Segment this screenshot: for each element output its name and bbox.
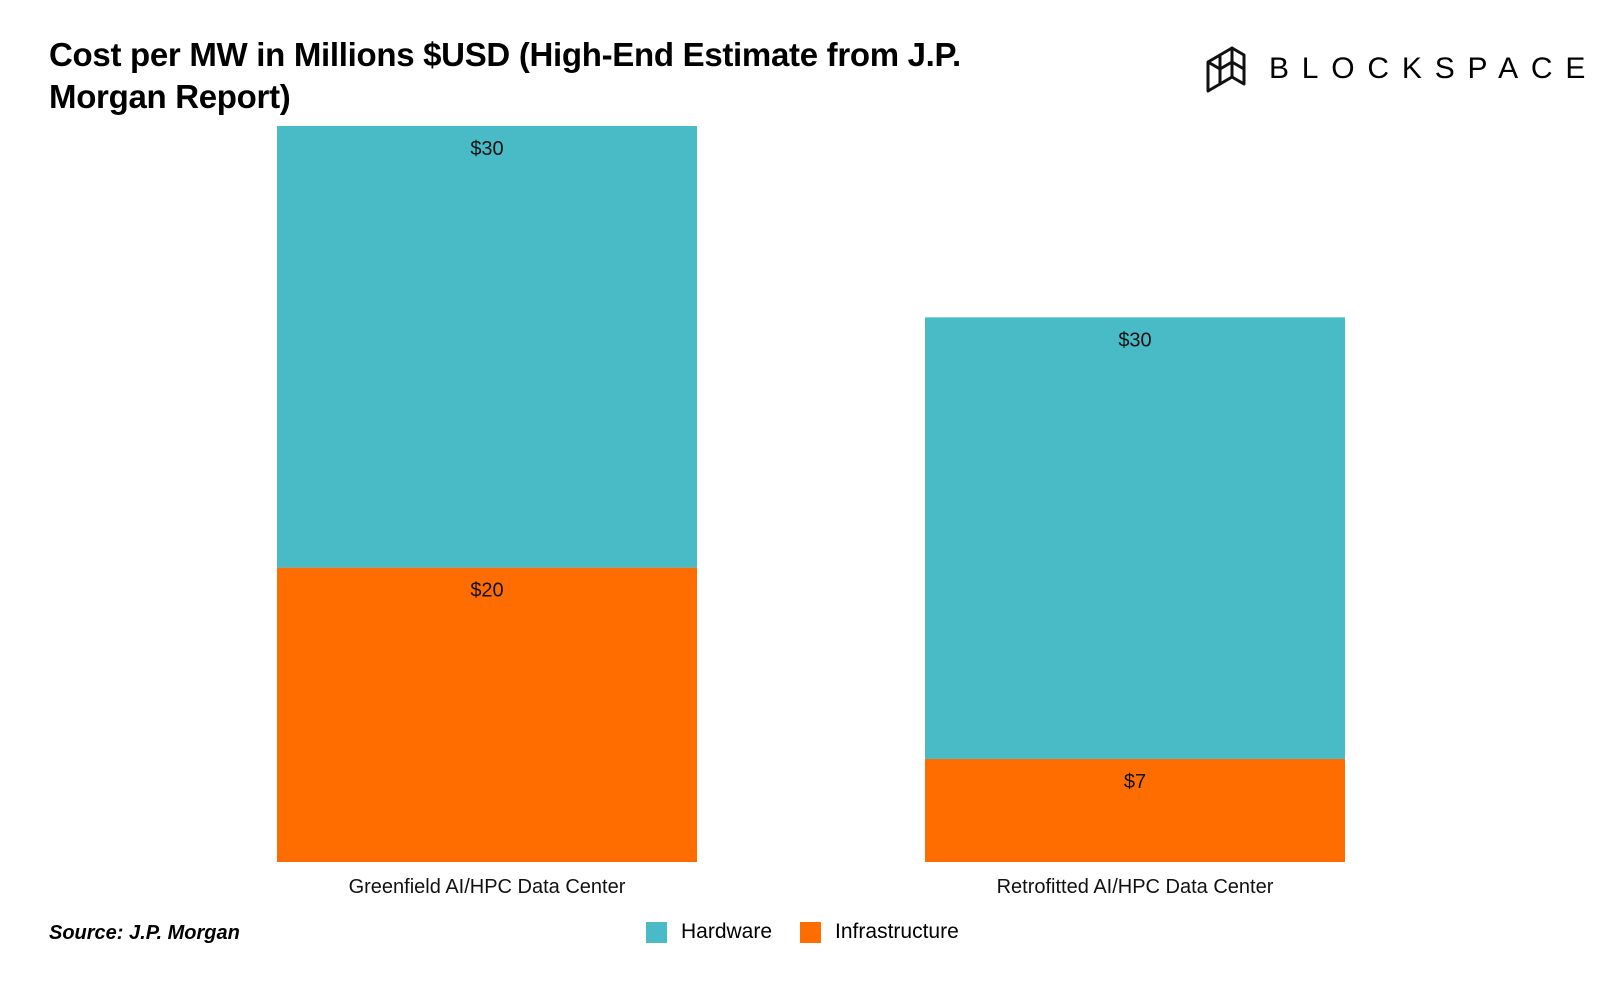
- bar-infrastructure-1: [277, 567, 697, 862]
- category-label-2: Retrofitted AI/HPC Data Center: [997, 876, 1274, 898]
- logo-text: BLOCKSPACE: [1269, 52, 1599, 85]
- source-note: Source: J.P. Morgan: [49, 922, 240, 944]
- bar-hardware-1: [277, 126, 697, 568]
- legend-item-hardware: Hardware: [646, 920, 772, 944]
- bar-hardware-2: [925, 317, 1345, 759]
- data-label-infrastructure-1: $20: [470, 580, 503, 602]
- bar-infrastructure-2: [925, 758, 1345, 862]
- legend-swatch-infrastructure: [800, 921, 822, 943]
- stacked-bar-chart: $20 $30 Greenfield AI/HPC Data Center $7 $30…: [277, 126, 1345, 898]
- chart-title: Cost per MW in Millions $USD (High-End E…: [49, 36, 961, 115]
- brand-logo: BLOCKSPACE: [1205, 44, 1598, 94]
- legend-label-infrastructure: Infrastructure: [835, 920, 959, 943]
- data-label-infrastructure-2: $7: [1124, 771, 1146, 793]
- blockspace-logo-icon: [1206, 46, 1246, 93]
- legend-item-infrastructure: Infrastructure: [800, 920, 959, 944]
- data-label-hardware-1: $30: [470, 138, 503, 160]
- legend-swatch-hardware: [646, 921, 667, 943]
- category-label-1: Greenfield AI/HPC Data Center: [349, 876, 626, 898]
- legend: Hardware Infrastructure: [646, 920, 987, 944]
- legend-label-hardware: Hardware: [681, 920, 773, 943]
- data-label-hardware-2: $30: [1118, 329, 1151, 351]
